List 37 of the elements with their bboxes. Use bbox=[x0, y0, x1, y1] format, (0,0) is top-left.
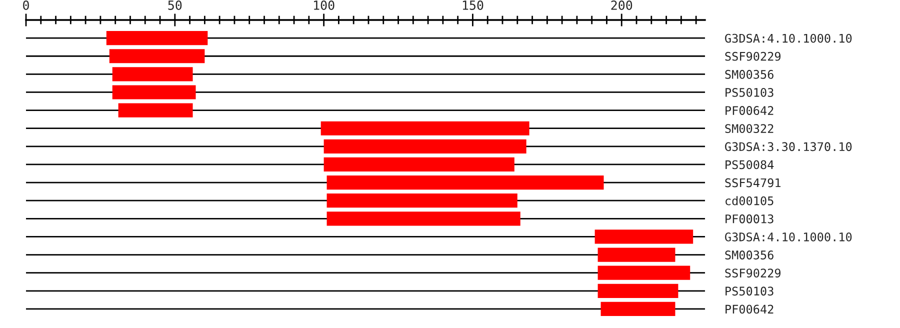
y-tick-label: G3DSA:4.10.1000.10 bbox=[725, 34, 852, 43]
bar bbox=[326, 194, 518, 208]
y-tick-label: PF00013 bbox=[726, 214, 774, 224]
x-tick-label: 50 bbox=[168, 0, 182, 10]
y-tick-label: PS50084 bbox=[726, 160, 774, 170]
bar bbox=[594, 230, 694, 244]
bar bbox=[598, 248, 676, 262]
y-tick-label: cd00105 bbox=[726, 196, 774, 206]
x-tick-label: 100 bbox=[314, 0, 334, 10]
y-tick-label: PS50103 bbox=[726, 286, 774, 296]
bar bbox=[600, 302, 676, 316]
y-tick-label: PF00642 bbox=[726, 304, 774, 314]
bar bbox=[324, 157, 514, 172]
x-tick-label: 150 bbox=[462, 0, 484, 10]
y-tick-label: SSF90229 bbox=[725, 268, 781, 278]
bar bbox=[326, 212, 520, 226]
y-tick-label: PF00642 bbox=[726, 106, 774, 115]
x-tick-label: 0 bbox=[23, 0, 29, 10]
y-tick-label: G3DSA:3.30.1370.10 bbox=[725, 142, 852, 152]
y-tick-label: SM00356 bbox=[725, 70, 774, 79]
bar bbox=[320, 121, 530, 136]
y-tick-label: SM00322 bbox=[725, 124, 774, 134]
y-tick-label: SSF90229 bbox=[725, 52, 781, 61]
bar bbox=[598, 266, 690, 280]
bar bbox=[598, 284, 678, 298]
y-tick-label: SM00356 bbox=[725, 250, 774, 260]
bar bbox=[326, 175, 604, 190]
y-tick-label: SSF54791 bbox=[725, 178, 781, 188]
bar bbox=[324, 139, 526, 154]
y-tick-label: PS50103 bbox=[726, 88, 774, 97]
bar bbox=[112, 67, 193, 82]
x-tick-label: 200 bbox=[611, 0, 632, 10]
bar bbox=[109, 49, 205, 64]
bar bbox=[106, 31, 208, 46]
y-tick-label: G3DSA:4.10.1000.10 bbox=[725, 232, 852, 242]
bar bbox=[118, 103, 193, 118]
bar bbox=[112, 85, 196, 100]
